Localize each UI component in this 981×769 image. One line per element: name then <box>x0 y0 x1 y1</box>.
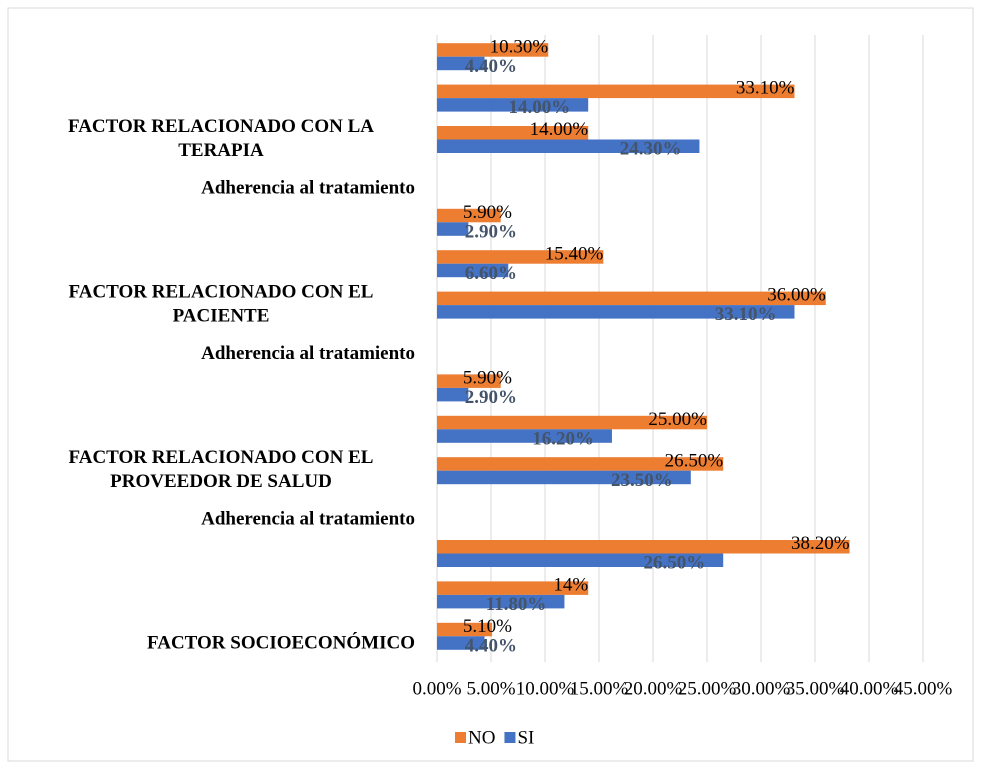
data-label: 26.50% <box>665 450 724 471</box>
legend-swatch <box>504 732 516 743</box>
legend-swatch <box>455 732 466 743</box>
data-label: 23.50% <box>611 470 673 491</box>
data-label: 14.00% <box>530 119 589 140</box>
x-tick-label: 25.00% <box>678 678 737 699</box>
category-label: Adherencia al tratamiento <box>201 177 415 198</box>
legend-label: NO <box>468 727 495 748</box>
bar <box>437 622 493 637</box>
bar <box>437 43 549 57</box>
bar <box>437 291 826 306</box>
bar <box>437 470 691 485</box>
bar <box>437 208 501 223</box>
data-label: 14.00% <box>508 97 570 118</box>
data-label: 5.10% <box>463 616 512 637</box>
category-label: TERAPIA <box>178 140 264 161</box>
bar <box>437 415 707 430</box>
category-label: FACTOR RELACIONADO CON EL <box>69 281 374 302</box>
category-label: FACTOR RELACIONADO CON LA <box>68 116 374 137</box>
bar <box>437 250 604 264</box>
bar <box>437 387 469 402</box>
bar <box>437 84 795 99</box>
data-label: 5.90% <box>463 202 512 223</box>
x-tick-label: 45.00% <box>894 678 953 699</box>
data-label: 4.40% <box>465 635 517 656</box>
x-tick-label: 10.00% <box>516 678 575 699</box>
x-tick-label: 30.00% <box>732 678 791 699</box>
x-tick-label: 20.00% <box>624 678 683 699</box>
category-label: PROVEEDOR DE SALUD <box>110 471 332 492</box>
category-label: PACIENTE <box>173 305 270 326</box>
category-label: FACTOR RELACIONADO CON EL <box>69 447 374 468</box>
data-label: 2.90% <box>465 221 517 242</box>
x-tick-label: 35.00% <box>786 678 845 699</box>
data-label: 24.30% <box>620 139 682 160</box>
data-label: 33.10% <box>715 304 777 325</box>
data-label: 25.00% <box>648 409 707 430</box>
data-label: 10.30% <box>490 36 549 57</box>
bar <box>437 540 850 554</box>
bar <box>437 636 485 650</box>
bar <box>437 139 700 153</box>
data-label: 36.00% <box>767 285 826 306</box>
data-label: 11.80% <box>486 594 547 615</box>
legend-label: SI <box>517 727 534 748</box>
data-label: 6.60% <box>465 263 517 284</box>
bar <box>437 429 612 443</box>
bar <box>437 98 589 112</box>
bar <box>437 126 589 140</box>
x-tick-label: 15.00% <box>570 678 629 699</box>
bar <box>437 56 485 71</box>
data-label: 5.90% <box>463 368 512 389</box>
bar <box>437 305 795 319</box>
bar <box>437 581 589 595</box>
data-label: 14% <box>553 575 588 596</box>
category-label: Adherencia al tratamiento <box>201 343 415 364</box>
bar <box>437 263 509 278</box>
bar <box>437 594 565 609</box>
x-tick-label: 0.00% <box>412 678 461 699</box>
data-label: 4.40% <box>465 56 517 77</box>
category-label: FACTOR SOCIOECONÓMICO <box>147 632 415 654</box>
bar <box>437 553 724 567</box>
bar <box>437 222 469 236</box>
category-label: Adherencia al tratamiento <box>201 508 415 529</box>
x-tick-label: 5.00% <box>466 678 515 699</box>
x-tick-label: 40.00% <box>840 678 899 699</box>
data-label: 15.40% <box>545 243 604 264</box>
data-label: 33.10% <box>736 78 795 99</box>
data-label: 38.20% <box>791 533 850 554</box>
data-label: 26.50% <box>643 553 705 574</box>
data-label: 16.20% <box>532 428 594 449</box>
bar <box>437 457 724 471</box>
bar <box>437 374 501 388</box>
data-label: 2.90% <box>465 387 517 408</box>
